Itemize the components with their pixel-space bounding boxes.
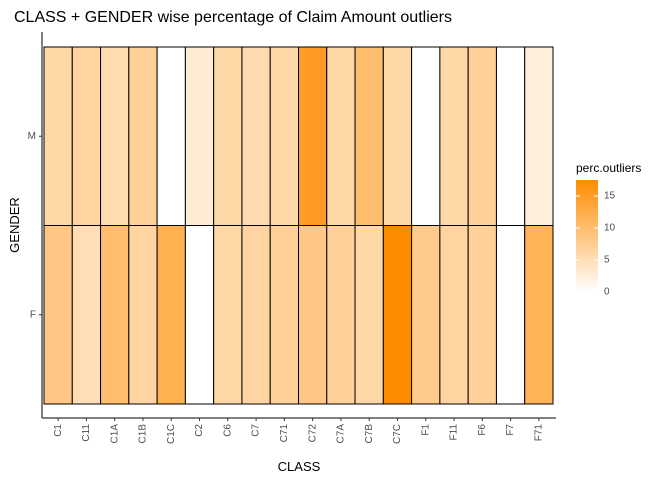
- heatmap-cell: [467, 225, 497, 405]
- chart-title: CLASS + GENDER wise percentage of Claim …: [14, 9, 452, 26]
- x-tick-label: C1C: [166, 424, 177, 444]
- y-tick-labels: MF: [28, 131, 42, 320]
- legend-ticks: 0 5 10 15: [576, 191, 616, 298]
- heatmap-cell: [411, 225, 441, 405]
- x-tick-label: C72: [307, 424, 318, 443]
- heatmap-cell: [382, 225, 413, 405]
- heatmap-cell: [524, 46, 554, 226]
- heatmap-cell: [156, 46, 186, 226]
- heatmap-cell: [184, 46, 215, 226]
- x-tick-label: F7: [505, 424, 516, 436]
- x-tick-label: C7B: [364, 424, 375, 444]
- heatmap-cell: [298, 225, 328, 405]
- x-tick-label: C6: [222, 424, 233, 437]
- heatmap-cell: [213, 46, 243, 226]
- legend-tick-label: 0: [604, 287, 610, 298]
- legend-tick-label: 5: [604, 255, 610, 266]
- legend-tick-label: 15: [604, 191, 616, 202]
- heatmap-cell: [71, 225, 102, 405]
- heatmap-cell: [100, 225, 130, 405]
- x-tick-label: C11: [81, 424, 92, 442]
- x-tick-label: C71: [279, 424, 290, 443]
- x-tick-label: C7A: [336, 424, 347, 444]
- heatmap-cell: [71, 46, 102, 226]
- heatmap-cell: [326, 225, 356, 405]
- x-tick-label: C7: [251, 424, 262, 437]
- heatmap-cell: [298, 46, 328, 226]
- heatmap-cells: [43, 46, 554, 405]
- heatmap-cell: [241, 225, 271, 405]
- heatmap-cell: [354, 225, 384, 405]
- y-tick-label: F: [30, 309, 36, 320]
- legend-tick-label: 10: [604, 223, 616, 234]
- x-tick-label: F71: [534, 424, 545, 442]
- legend-title: perc.outliers: [576, 161, 641, 175]
- heatmap-cell: [354, 46, 384, 226]
- heatmap-cell: [382, 46, 413, 226]
- heatmap-cell: [524, 225, 554, 405]
- x-tick-label: C7C: [392, 424, 403, 444]
- x-tick-labels: C1 C11 C1A C1B C1C C2 C6 C7 C71 C72 C7A C7B C7C F1 F11…: [53, 418, 545, 444]
- heatmap-cell: [326, 46, 356, 226]
- heatmap-cell: [495, 225, 526, 405]
- legend-colorbar: [576, 180, 598, 292]
- x-tick-label: C2: [194, 424, 205, 437]
- heatmap-cell: [269, 46, 300, 226]
- heatmap-cell: [100, 46, 130, 226]
- x-tick-label: F6: [477, 424, 488, 436]
- x-tick-label: C1A: [109, 424, 120, 444]
- heatmap-cell: [269, 225, 300, 405]
- heatmap-cell: [411, 46, 441, 226]
- heatmap-cell: [439, 225, 469, 405]
- heatmap-cell: [213, 225, 243, 405]
- y-tick-label: M: [28, 131, 36, 142]
- heatmap-cell: [128, 46, 158, 226]
- heatmap-cell: [43, 46, 73, 226]
- y-axis-title: GENDER: [7, 197, 22, 253]
- x-axis-title: CLASS: [278, 459, 321, 474]
- heatmap-cell: [156, 225, 186, 405]
- heatmap-cell: [43, 225, 73, 405]
- x-tick-label: C1: [53, 424, 64, 437]
- x-tick-label: F11: [449, 424, 460, 441]
- x-tick-label: F1: [420, 424, 431, 436]
- heatmap-cell: [184, 225, 215, 405]
- heatmap-cell: [439, 46, 469, 226]
- x-tick-label: C1B: [138, 424, 149, 444]
- heatmap-cell: [495, 46, 526, 226]
- color-legend: perc.outliers 0 5 10 15: [576, 161, 641, 298]
- heatmap-cell: [128, 225, 158, 405]
- heatmap-cell: [467, 46, 497, 226]
- heatmap-cell: [241, 46, 271, 226]
